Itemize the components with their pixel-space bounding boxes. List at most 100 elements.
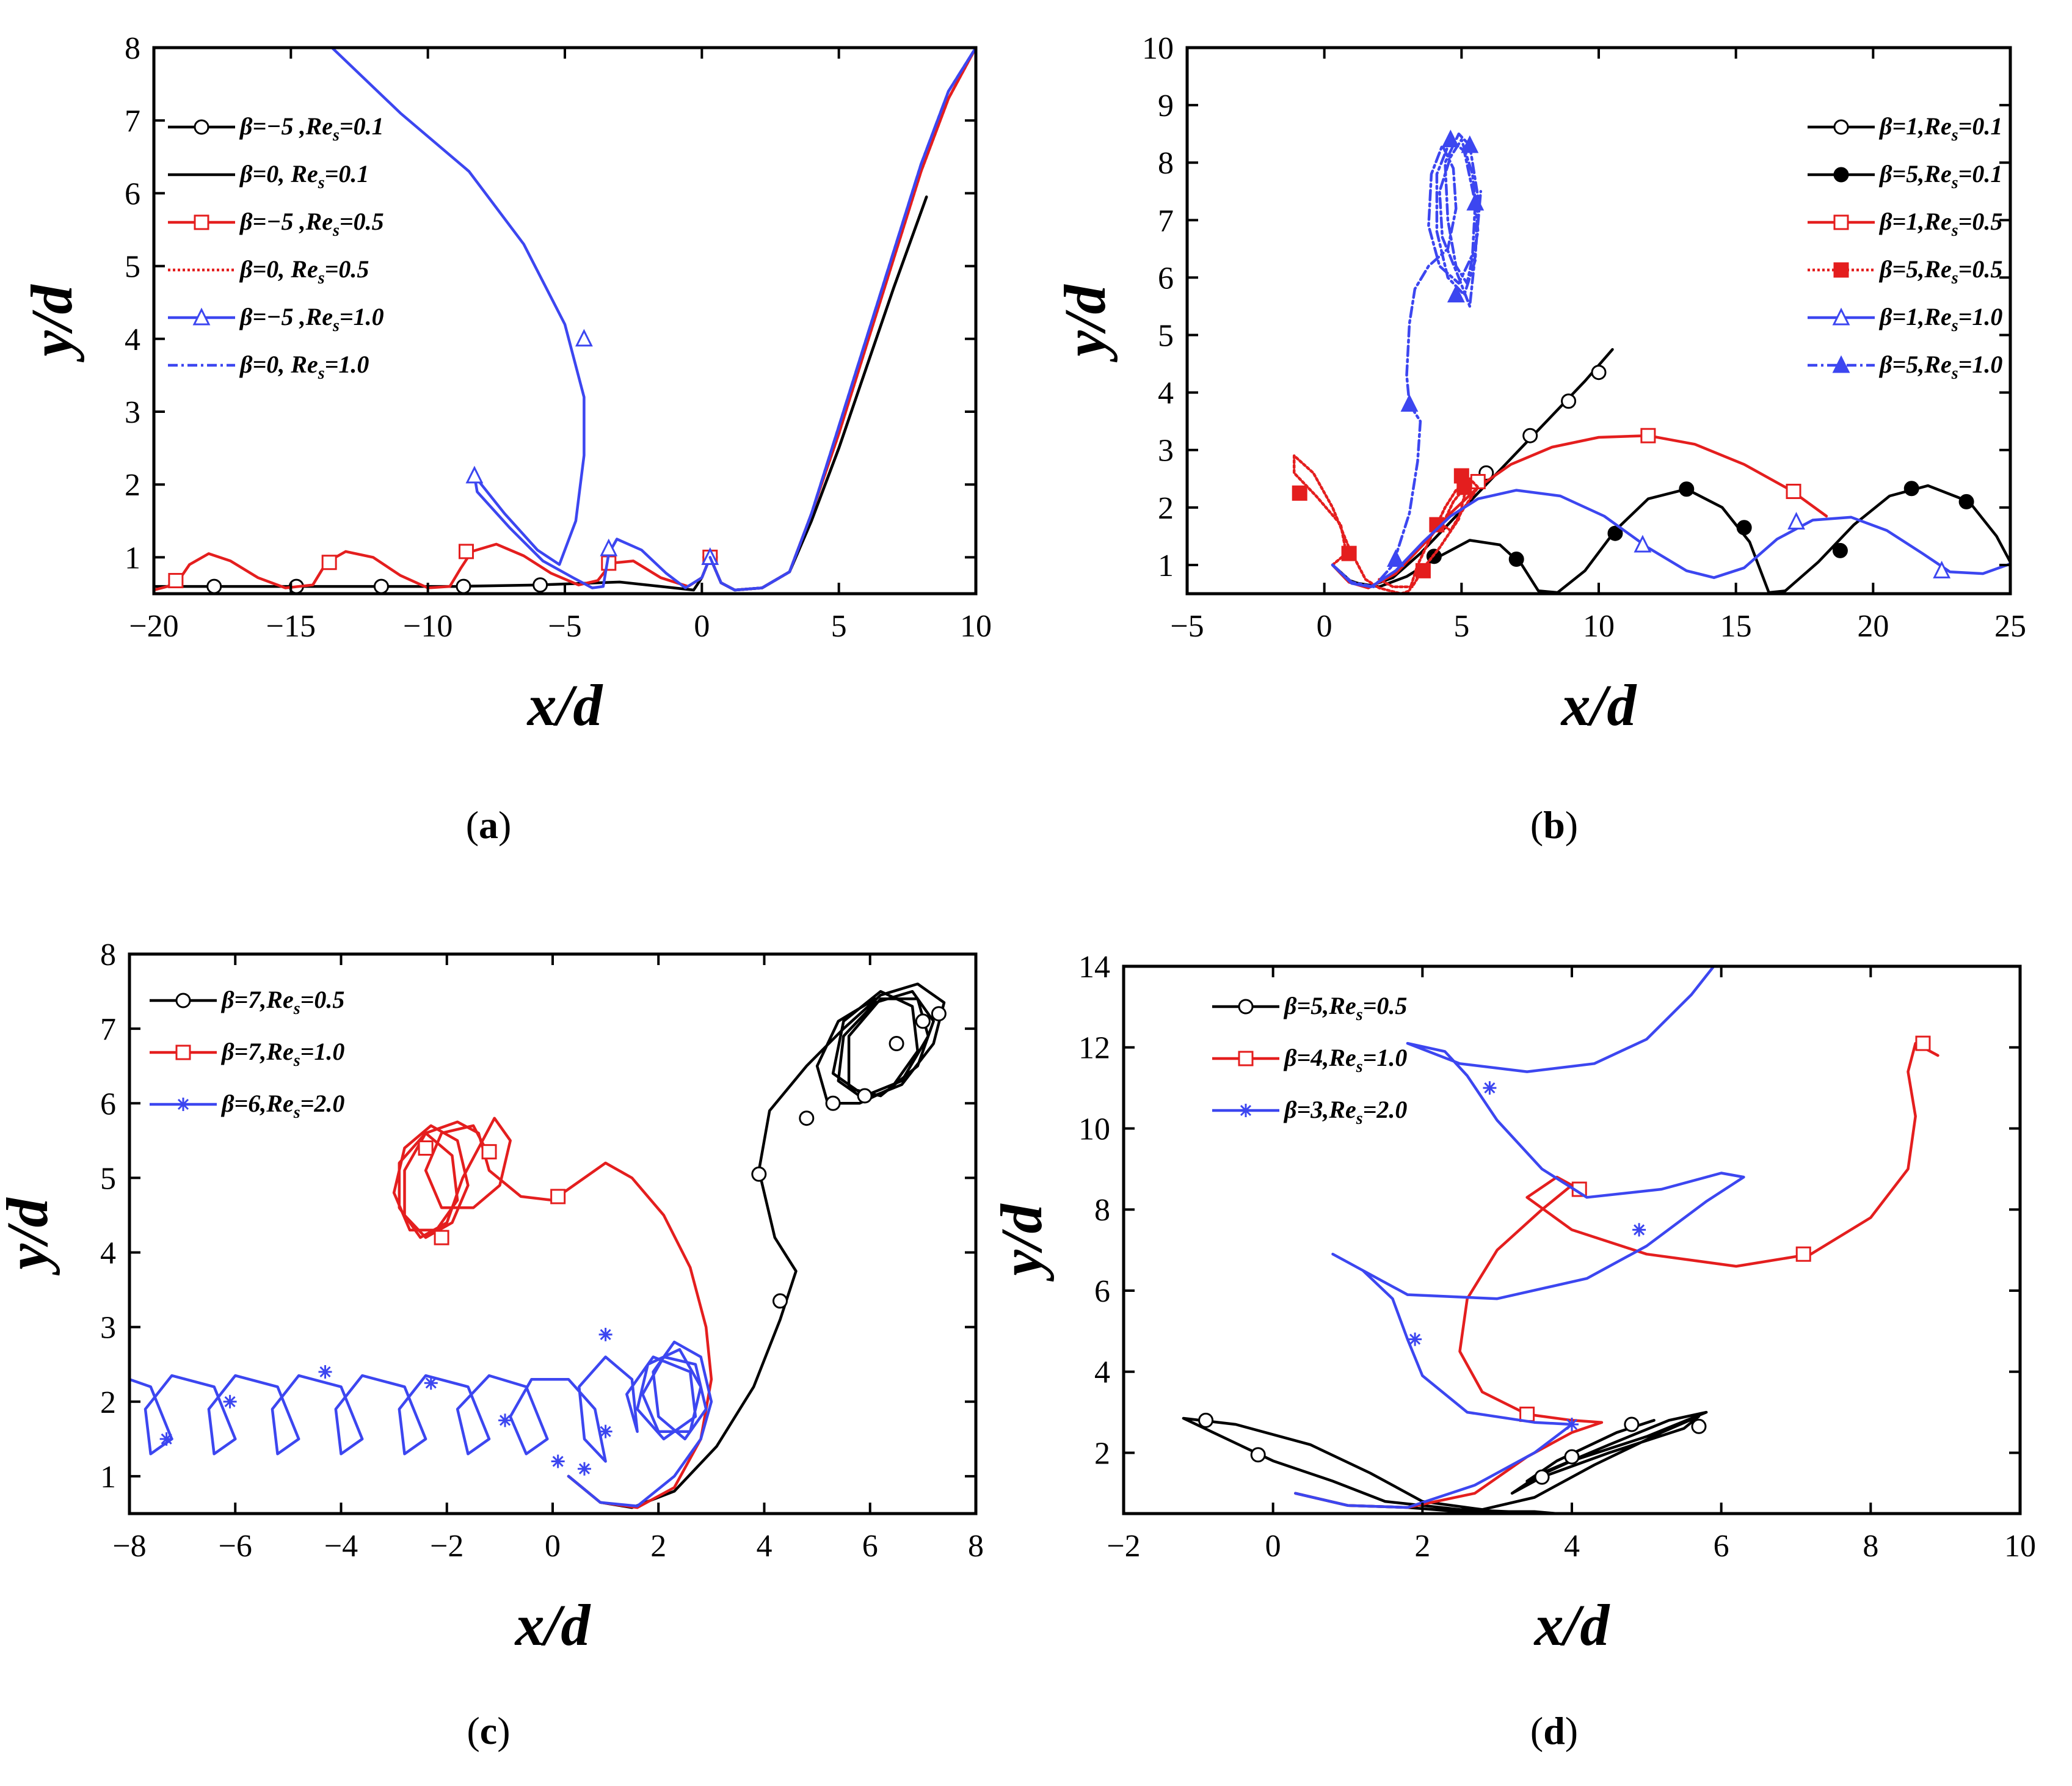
data-marker-d-1-0 [1519,1406,1535,1422]
data-marker-d-1-2 [1795,1246,1811,1262]
legend-re: Re [1328,1044,1356,1071]
legend-value: =1.0 [340,303,384,330]
x-tick-label-c-5: 2 [650,1529,666,1564]
x-axis-label: x/d [514,1592,592,1658]
legend-marker-a-4 [192,307,211,326]
legend-value: =0.5 [325,255,369,283]
y-tick-label-a-1: 2 [125,468,140,503]
data-marker-b-5-5 [1387,549,1405,567]
data-marker-c-1-2 [434,1230,449,1245]
y-tick-label-a-4: 5 [125,250,140,285]
y-axis-label: y/d [989,1203,1054,1281]
legend-re: Re [1328,992,1356,1019]
legend-value: =1.0 [1363,1044,1408,1071]
data-marker-c-0-5 [889,1036,904,1052]
data-marker-c-0-2 [799,1110,815,1126]
panel-b: −5 0 5 10 15 20 2512345678910x/dy/dβ=1,Res=0.1… [1052,31,2026,847]
x-tick-label-d-1: 0 [1265,1529,1281,1564]
data-marker-b-1-7 [1958,494,1974,509]
legend-entry-a-2: β=−5 ,Res=0.5 [239,208,384,240]
series-group [1292,129,2010,594]
y-tick-label-b-9: 10 [1142,31,1174,66]
y-tick-label-b-5: 6 [1158,261,1174,296]
series-group [1182,966,1939,1514]
series-line-c-0 [567,982,946,1509]
y-tick-label-b-3: 4 [1158,376,1174,411]
legend-marker-b-2 [1833,214,1849,230]
legend-beta: β=5, [1878,255,1924,283]
x-tick-label-c-7: 6 [862,1529,878,1564]
y-axis-label: y/d [1052,283,1118,362]
data-marker-a-4-1 [465,465,484,484]
legend-value: =0.1 [1958,160,2003,188]
x-axis-label: x/d [1560,672,1638,738]
x-tick-label-a-0: −20 [129,609,178,644]
x-tick-label-b-5: 20 [1857,609,1889,644]
legend-marker-d-2 [1239,1104,1252,1117]
data-marker-b-5-3 [1441,129,1459,148]
x-tick-label-a-4: 0 [694,609,710,644]
data-marker-c-2-7 [551,1454,565,1468]
data-marker-d-0-5 [1534,1469,1550,1485]
x-tick-label-b-6: 25 [1994,609,2026,644]
data-marker-c-1-1 [481,1144,497,1160]
legend-beta: β=1, [1878,112,1924,140]
legend-entry-a-1: β=0, Res=0.1 [239,160,369,192]
y-tick-label-c-4: 5 [100,1161,116,1196]
caption-open: ( [466,803,479,847]
data-marker-a-4-0 [575,329,593,347]
data-marker-b-3-5 [1415,563,1431,578]
legend-value: =1.0 [300,1038,345,1065]
x-tick-label-d-0: −2 [1107,1529,1140,1564]
y-tick-label-c-5: 6 [100,1087,116,1121]
data-marker-a-2-1 [321,555,337,570]
series-line-d-0 [1182,1410,1708,1514]
data-marker-b-2-1 [1786,483,1801,499]
legend-value: =0.1 [340,112,384,140]
y-tick-label-b-7: 8 [1158,146,1174,181]
y-tick-label-a-7: 8 [125,31,140,66]
panel-caption: (d) [1530,1709,1578,1752]
legend-value: =2.0 [1363,1096,1408,1123]
x-tick-label-b-4: 15 [1720,609,1752,644]
data-marker-b-1-6 [1903,481,1919,497]
legend-marker-d-0 [1238,999,1254,1015]
data-marker-b-2-0 [1640,428,1656,443]
data-marker-a-4-2 [600,538,618,556]
caption-open: ( [1530,803,1543,847]
x-tick-label-c-0: −8 [112,1529,146,1564]
legend-beta: β=7, [220,1038,266,1065]
caption-letter: d [1543,1709,1565,1752]
y-tick-label-b-4: 5 [1158,319,1174,354]
legend-sub: s [318,269,325,288]
data-marker-d-2-2 [1632,1223,1646,1237]
y-tick-label-d-6: 14 [1078,950,1110,985]
y-tick-label-d-3: 8 [1094,1193,1110,1228]
legend-entry-c-0: β=7,Res=0.5 [220,986,344,1018]
series-group [129,982,947,1509]
data-marker-b-5-0 [1400,394,1419,412]
legend-sub: s [293,999,300,1018]
legend-value: =1.0 [325,351,369,378]
caption-letter: c [480,1709,497,1752]
data-marker-d-2-1 [1483,1081,1497,1095]
y-tick-label-d-0: 2 [1094,1436,1110,1471]
legend-marker-c-1 [175,1044,191,1060]
y-tick-label-c-0: 1 [100,1460,116,1495]
legend-sub: s [1951,269,1958,288]
x-tick-label-b-3: 10 [1583,609,1615,644]
x-tick-label-b-1: 0 [1317,609,1332,644]
legend-marker-b-5 [1832,355,1850,373]
y-tick-label-c-2: 3 [100,1311,116,1346]
legend-marker-b-3 [1833,262,1849,278]
legend-marker-c-2 [176,1098,190,1111]
x-tick-label-c-3: −2 [430,1529,463,1564]
panel-d: −2 0 2 4 6 8 102468101214x/dy/dβ=5,Res=0.5β=4,… [989,950,2036,1752]
legend-sub: s [1951,221,1958,240]
legend-beta: β=6, [220,1090,266,1117]
legend-sub: s [318,173,325,192]
caption-close: ) [1565,803,1578,847]
data-marker-a-2-0 [168,573,184,589]
data-marker-c-2-1 [598,1424,613,1438]
